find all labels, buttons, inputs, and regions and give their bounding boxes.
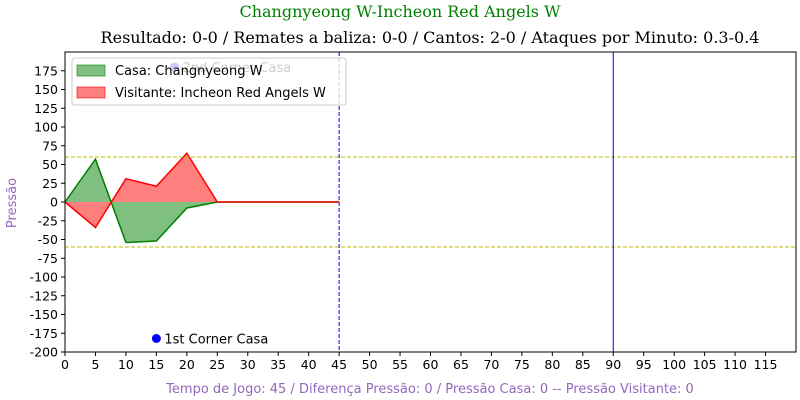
x-tick-label-6: 30	[240, 357, 256, 372]
y-tick-label-14: 150	[34, 82, 58, 97]
x-tick-label-17: 85	[575, 357, 591, 372]
x-tick-label-22: 110	[723, 357, 747, 372]
legend-label-1: Visitante: Incheon Red Angels W	[115, 86, 326, 101]
y-tick-label-4: -100	[30, 270, 58, 285]
legend-label-0: Casa: Changnyeong W	[115, 64, 263, 79]
x-tick-label-3: 15	[148, 357, 164, 372]
legend-swatch-0	[76, 64, 106, 77]
y-tick-label-2: -150	[30, 307, 58, 322]
y-tick-label-15: 175	[34, 63, 58, 78]
x-tick-label-23: 115	[754, 357, 778, 372]
legend-swatch-1	[76, 86, 106, 99]
legend: Casa: Changnyeong W Visitante: Incheon Re…	[71, 57, 347, 106]
y-tick-label-7: -25	[38, 213, 58, 228]
x-axis-label: Tempo de Jogo: 45 / Diferença Pressão: 0…	[165, 382, 694, 397]
legend-box	[71, 57, 347, 106]
x-tick-label-14: 70	[483, 357, 499, 372]
x-tick-label-21: 105	[693, 357, 717, 372]
series-line-1	[64, 152, 340, 229]
x-tick-label-11: 55	[392, 357, 408, 372]
x-tick-label-16: 80	[544, 357, 560, 372]
y-tick-label-0: -200	[30, 345, 58, 360]
x-tick-label-20: 100	[662, 357, 686, 372]
y-tick-label-12: 100	[34, 120, 58, 135]
chart-suptitle: Changnyeong W-Incheon Red Angels W	[239, 2, 561, 21]
series-area-1	[65, 153, 340, 228]
x-tick-label-12: 60	[423, 357, 439, 372]
x-tick-label-1: 5	[91, 357, 99, 372]
y-tick-label-6: -50	[38, 232, 58, 247]
x-tick-label-19: 95	[636, 357, 652, 372]
x-tick-label-9: 45	[331, 357, 347, 372]
x-tick-label-0: 0	[61, 357, 69, 372]
x-tick-label-8: 40	[301, 357, 317, 372]
y-tick-label-3: -125	[30, 288, 58, 303]
series-area-0	[65, 159, 340, 243]
y-tick-label-10: 50	[42, 157, 58, 172]
y-tick-label-8: 0	[50, 195, 58, 210]
y-tick-label-9: 25	[42, 176, 58, 191]
chart-title: Resultado: 0-0 / Remates a baliza: 0-0 /…	[101, 28, 760, 47]
y-tick-label-5: -75	[38, 251, 58, 266]
corner-marker-1	[151, 334, 161, 343]
x-tick-label-13: 65	[453, 357, 469, 372]
x-tick-label-2: 10	[118, 357, 134, 372]
y-tick-label-1: -175	[30, 326, 58, 341]
x-tick-label-10: 50	[362, 357, 378, 372]
x-tick-label-7: 35	[270, 357, 286, 372]
x-tick-label-5: 25	[209, 357, 225, 372]
y-tick-label-11: 75	[42, 138, 58, 153]
plot-area: 2nd Corner Casa1st Corner Casa0510152025…	[30, 51, 797, 372]
x-tick-label-18: 90	[605, 357, 621, 372]
x-tick-label-4: 20	[179, 357, 195, 372]
corner-label-1: 1st Corner Casa	[164, 333, 268, 348]
y-axis-label: Pressão	[5, 178, 20, 228]
y-tick-label-13: 125	[34, 101, 58, 116]
x-tick-label-15: 75	[514, 357, 530, 372]
